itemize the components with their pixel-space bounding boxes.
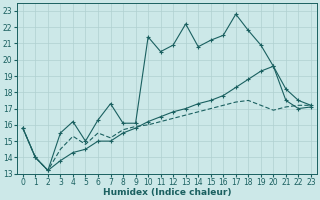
X-axis label: Humidex (Indice chaleur): Humidex (Indice chaleur) xyxy=(103,188,231,197)
